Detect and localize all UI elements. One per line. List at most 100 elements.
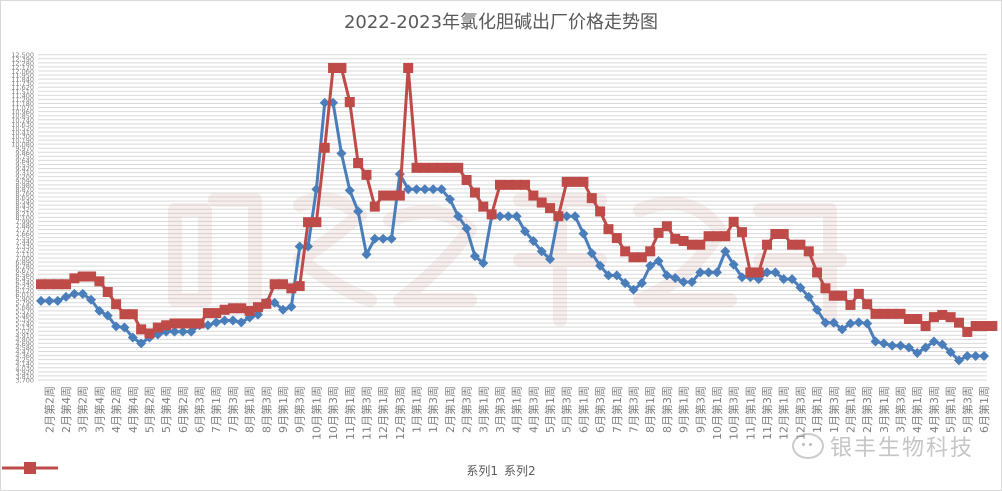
svg-text:4,030: 4,030	[15, 364, 34, 372]
svg-text:4月第2周: 4月第2周	[109, 386, 123, 433]
gridlines	[38, 54, 987, 381]
svg-text:11月第3周: 11月第3周	[359, 386, 373, 440]
svg-text:4月第3周: 4月第3周	[927, 386, 941, 433]
x-axis-labels: 2月第2周 2月第4周 3月第2周 3月第4周 4月第2周 4月第4周 5月第2周 5月第4周…	[42, 386, 991, 440]
svg-text:7月第1周: 7月第1周	[610, 386, 624, 433]
svg-text:7月第3周: 7月第3周	[226, 386, 240, 433]
svg-text:10,740: 10,740	[11, 116, 34, 124]
svg-text:3月第3周: 3月第3周	[493, 386, 507, 433]
legend-label: 系列2	[504, 464, 536, 478]
svg-text:5月第4周: 5月第4周	[159, 386, 173, 433]
legend-item-series1[interactable]: 系列1	[2, 462, 498, 479]
svg-text:6,230: 6,230	[15, 283, 34, 291]
svg-text:8月第1周: 8月第1周	[243, 386, 257, 433]
svg-text:11,950: 11,950	[11, 72, 34, 80]
svg-text:8,540: 8,540	[15, 198, 34, 206]
svg-text:6月第1周: 6月第1周	[576, 386, 590, 433]
svg-text:7月第3周: 7月第3周	[627, 386, 641, 433]
svg-text:12月第1周: 12月第1周	[376, 386, 390, 440]
svg-text:4月第1周: 4月第1周	[510, 386, 524, 433]
square-line-icon	[2, 462, 58, 474]
svg-text:5,020: 5,020	[15, 328, 34, 336]
svg-text:7,770: 7,770	[15, 226, 34, 234]
svg-text:9,200: 9,200	[15, 173, 34, 181]
svg-text:3月第1周: 3月第1周	[476, 386, 490, 433]
svg-text:10,520: 10,520	[11, 124, 34, 132]
svg-text:11,730: 11,730	[11, 80, 34, 88]
svg-text:1月第1周: 1月第1周	[410, 386, 424, 433]
svg-text:3月第2周: 3月第2周	[76, 386, 90, 433]
svg-text:6,890: 6,890	[15, 259, 34, 267]
svg-text:7月第1周: 7月第1周	[209, 386, 223, 433]
legend-label: 系列1	[466, 464, 498, 478]
svg-text:8月第3周: 8月第3周	[660, 386, 674, 433]
chart-title: 2022-2023年氯化胆碱出厂价格走势图	[343, 12, 659, 33]
svg-text:5,570: 5,570	[15, 307, 34, 315]
svg-text:12,390: 12,390	[11, 55, 34, 63]
svg-text:9,970: 9,970	[15, 145, 34, 153]
svg-text:8,870: 8,870	[15, 185, 34, 193]
svg-text:11月第1周: 11月第1周	[743, 386, 757, 440]
svg-text:5月第3周: 5月第3周	[560, 386, 574, 433]
svg-text:4,250: 4,250	[15, 356, 34, 364]
svg-text:7,880: 7,880	[15, 222, 34, 230]
svg-text:11,290: 11,290	[11, 96, 34, 104]
svg-text:11,840: 11,840	[11, 76, 34, 84]
svg-text:8,980: 8,980	[15, 181, 34, 189]
series-lines	[36, 63, 998, 366]
svg-text:1月第3周: 1月第3周	[827, 386, 841, 433]
svg-text:12,060: 12,060	[11, 67, 34, 75]
svg-text:10月第3周: 10月第3周	[727, 386, 741, 440]
svg-text:11,070: 11,070	[11, 104, 34, 112]
svg-text:3月第1周: 3月第1周	[877, 386, 891, 433]
svg-text:9,090: 9,090	[15, 177, 34, 185]
svg-text:3,920: 3,920	[15, 368, 34, 376]
svg-text:8月第3周: 8月第3周	[259, 386, 273, 433]
svg-text:11月第1周: 11月第1周	[343, 386, 357, 440]
svg-text:1月第3周: 1月第3周	[426, 386, 440, 433]
svg-text:11,400: 11,400	[11, 92, 34, 100]
svg-text:6月第3周: 6月第3周	[193, 386, 207, 433]
y-axis-labels: 3,7003,8103,9204,0304,1404,2504,3604,470…	[11, 51, 34, 384]
svg-text:5,130: 5,130	[15, 324, 34, 332]
svg-text:2月第4周: 2月第4周	[59, 386, 73, 433]
svg-text:9,750: 9,750	[15, 153, 34, 161]
svg-text:6,450: 6,450	[15, 275, 34, 283]
svg-text:5,680: 5,680	[15, 303, 34, 311]
svg-text:4月第1周: 4月第1周	[910, 386, 924, 433]
svg-text:3,810: 3,810	[15, 372, 34, 380]
svg-text:4,910: 4,910	[15, 332, 34, 340]
svg-text:5,460: 5,460	[15, 311, 34, 319]
svg-text:5月第2周: 5月第2周	[142, 386, 156, 433]
svg-text:9月第1周: 9月第1周	[677, 386, 691, 433]
svg-text:4,580: 4,580	[15, 344, 34, 352]
svg-text:9月第1周: 9月第1周	[276, 386, 290, 433]
legend-item-series2[interactable]: 系列2	[2, 462, 536, 479]
svg-text:7,660: 7,660	[15, 230, 34, 238]
svg-text:4,140: 4,140	[15, 360, 34, 368]
svg-text:10,960: 10,960	[11, 108, 34, 116]
svg-text:2月第2周: 2月第2周	[42, 386, 56, 433]
svg-text:6月第2周: 6月第2周	[176, 386, 190, 433]
svg-text:12月第1周: 12月第1周	[777, 386, 791, 440]
svg-text:10,300: 10,300	[11, 133, 34, 141]
svg-text:2月第1周: 2月第1周	[843, 386, 857, 433]
svg-text:9月第3周: 9月第3周	[293, 386, 307, 433]
svg-text:5月第1周: 5月第1周	[543, 386, 557, 433]
svg-text:5月第3周: 5月第3周	[960, 386, 974, 433]
svg-text:9月第3周: 9月第3周	[693, 386, 707, 433]
svg-text:4,690: 4,690	[15, 340, 34, 348]
svg-text:9,420: 9,420	[15, 165, 34, 173]
svg-text:7,110: 7,110	[15, 250, 34, 258]
svg-text:8,650: 8,650	[15, 194, 34, 202]
svg-text:10,630: 10,630	[11, 120, 34, 128]
svg-text:8月第1周: 8月第1周	[643, 386, 657, 433]
svg-text:7,330: 7,330	[15, 242, 34, 250]
wechat-watermark: 银丰生物科技	[791, 430, 974, 462]
svg-text:4,800: 4,800	[15, 336, 34, 344]
svg-text:5,350: 5,350	[15, 316, 34, 324]
svg-text:4月第3周: 4月第3周	[526, 386, 540, 433]
svg-text:10,190: 10,190	[11, 137, 34, 145]
svg-text:6,340: 6,340	[15, 279, 34, 287]
svg-text:2月第3周: 2月第3周	[460, 386, 474, 433]
